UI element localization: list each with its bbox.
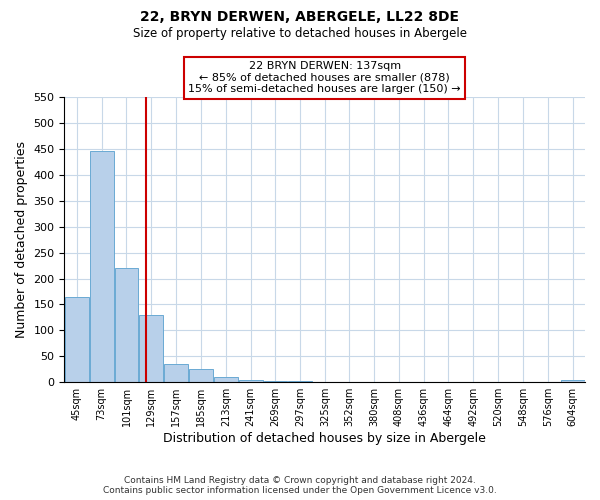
X-axis label: Distribution of detached houses by size in Abergele: Distribution of detached houses by size … — [163, 432, 486, 445]
Bar — [263, 381, 287, 382]
Bar — [89, 152, 113, 382]
Bar — [239, 380, 263, 382]
Bar — [214, 377, 238, 382]
Bar — [289, 381, 312, 382]
Text: 22 BRYN DERWEN: 137sqm
← 85% of detached houses are smaller (878)
15% of semi-de: 22 BRYN DERWEN: 137sqm ← 85% of detached… — [188, 61, 461, 94]
Bar — [164, 364, 188, 382]
Bar — [139, 315, 163, 382]
Bar — [560, 380, 584, 382]
Text: Size of property relative to detached houses in Abergele: Size of property relative to detached ho… — [133, 28, 467, 40]
Bar — [65, 296, 89, 382]
Text: Contains HM Land Registry data © Crown copyright and database right 2024.
Contai: Contains HM Land Registry data © Crown c… — [103, 476, 497, 495]
Bar — [115, 268, 139, 382]
Y-axis label: Number of detached properties: Number of detached properties — [15, 141, 28, 338]
Text: 22, BRYN DERWEN, ABERGELE, LL22 8DE: 22, BRYN DERWEN, ABERGELE, LL22 8DE — [140, 10, 460, 24]
Bar — [189, 369, 213, 382]
